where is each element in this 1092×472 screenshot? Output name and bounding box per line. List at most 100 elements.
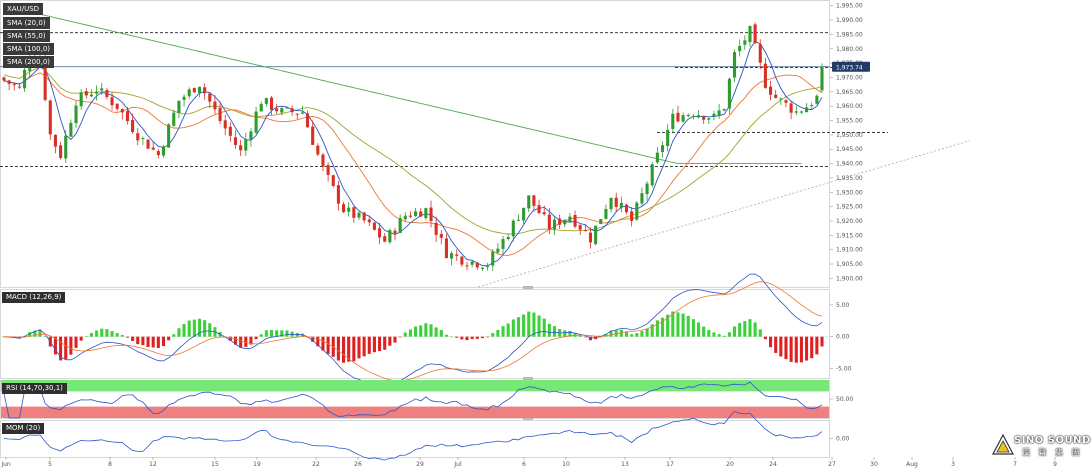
macd-label[interactable]: MACD (12,26,9) — [2, 292, 66, 303]
macd-histogram-bar — [414, 326, 418, 337]
macd-histogram-bar — [522, 314, 526, 337]
candle-body — [702, 116, 706, 120]
candle-body — [280, 108, 284, 113]
macd-histogram-bar — [588, 336, 593, 341]
candle-body — [820, 66, 824, 91]
candle-body — [331, 175, 335, 186]
candle-body — [213, 101, 217, 110]
candle-body — [486, 266, 490, 268]
candle-body — [645, 183, 649, 195]
sma-200-label[interactable]: SMA (200,0) — [3, 56, 54, 68]
brand-subtitle: 漢 聲 集 團 — [1022, 448, 1083, 457]
macd-histogram-bar — [264, 330, 268, 337]
sma-100-label[interactable]: SMA (100,0) — [3, 43, 54, 55]
sma-20-label[interactable]: SMA (20,0) — [3, 17, 50, 29]
x-axis-label-Jul: Jul — [453, 461, 462, 468]
candle-body — [660, 145, 665, 152]
macd-histogram-bar — [655, 320, 659, 337]
candle-body — [131, 120, 135, 133]
x-axis-label-Jun: Jun — [0, 461, 11, 468]
candle-body — [378, 228, 382, 238]
candle-body — [367, 219, 371, 223]
macd-histogram-bar — [810, 336, 814, 359]
macd-histogram-bar — [156, 336, 160, 349]
x-axis-label-3: 3 — [951, 461, 955, 468]
rsi-label[interactable]: RSI (14,70,30,1) — [2, 383, 67, 394]
macd-histogram-bar — [362, 336, 366, 357]
macd-histogram-bar — [758, 329, 762, 337]
candle-body — [393, 230, 397, 234]
candle-body — [228, 126, 232, 136]
macd-histogram-bar — [182, 324, 186, 337]
macd-histogram-bar — [769, 336, 773, 348]
macd-histogram-bar — [84, 336, 88, 337]
candle-body — [810, 105, 814, 107]
candle-body — [748, 26, 752, 43]
macd-histogram-bar — [614, 330, 618, 337]
macd-histogram-bar — [691, 319, 695, 337]
candle-body — [722, 109, 726, 111]
candle-body — [568, 216, 572, 222]
candle-body — [779, 98, 783, 100]
candle-body — [244, 139, 248, 151]
sma-55-label[interactable]: SMA (55,0) — [3, 30, 50, 42]
macd-histogram-bar — [650, 324, 654, 337]
sma-55-line — [3, 72, 823, 256]
candle-body — [496, 248, 500, 253]
mom-label[interactable]: MOM (20) — [2, 423, 45, 434]
candle-body — [100, 88, 104, 91]
price-axis-label: 1,940.00 — [836, 161, 863, 168]
symbol-label[interactable]: XAU/USD — [3, 3, 44, 15]
macd-histogram-bar — [527, 311, 531, 337]
candle-body — [146, 139, 150, 149]
candle-body — [542, 212, 546, 215]
candle-body — [17, 86, 21, 88]
candle-body — [527, 195, 531, 209]
macd-histogram-bar — [609, 330, 613, 337]
candle-body — [588, 232, 593, 243]
panel-resize-handle[interactable] — [523, 377, 533, 380]
macd-histogram-bar — [439, 329, 443, 337]
candle-body — [769, 86, 773, 95]
candle-body — [290, 108, 294, 113]
panel-resize-handle[interactable] — [523, 286, 533, 289]
candle-body — [784, 100, 788, 103]
candle-body — [650, 164, 654, 186]
candle-body — [419, 211, 423, 217]
macd-histogram-bar — [583, 336, 587, 338]
macd-histogram-bar — [105, 329, 109, 337]
macd-histogram-bar — [115, 333, 119, 337]
macd-histogram-bar — [393, 336, 397, 343]
candle-body — [12, 84, 16, 86]
macd-histogram-bar — [738, 322, 742, 337]
macd-histogram-bar — [403, 332, 407, 337]
sma-200-line — [3, 5, 802, 165]
candle-body — [758, 44, 762, 63]
x-axis-label-22: 22 — [312, 461, 320, 468]
macd-histogram-bar — [727, 332, 731, 337]
macd-histogram-bar — [269, 329, 274, 337]
macd-histogram-bar — [110, 331, 114, 337]
rsi-oversold-band — [1, 406, 829, 418]
candle-body — [511, 220, 515, 237]
macd-histogram-bar — [712, 332, 716, 337]
macd-histogram-bar — [722, 335, 726, 337]
candle-body — [501, 239, 505, 249]
macd-histogram-bar — [33, 330, 37, 337]
macd-histogram-bar — [444, 334, 448, 337]
x-axis-label-30: 30 — [870, 461, 878, 468]
candle-body — [429, 207, 433, 222]
macd-histogram-bar — [89, 333, 94, 337]
macd-histogram-bar — [465, 336, 469, 341]
candle-body — [352, 207, 356, 218]
panel-resize-handle[interactable] — [523, 417, 533, 420]
macd-histogram-bar — [280, 330, 284, 337]
macd-histogram-bar — [398, 336, 402, 338]
candle-body — [89, 94, 94, 97]
x-axis-label-7: 7 — [1013, 461, 1017, 468]
candle-body — [732, 52, 737, 78]
x-axis-label-8: 8 — [108, 461, 112, 468]
candle-body — [696, 115, 701, 118]
price-axis-label: 1,905.00 — [836, 261, 863, 268]
